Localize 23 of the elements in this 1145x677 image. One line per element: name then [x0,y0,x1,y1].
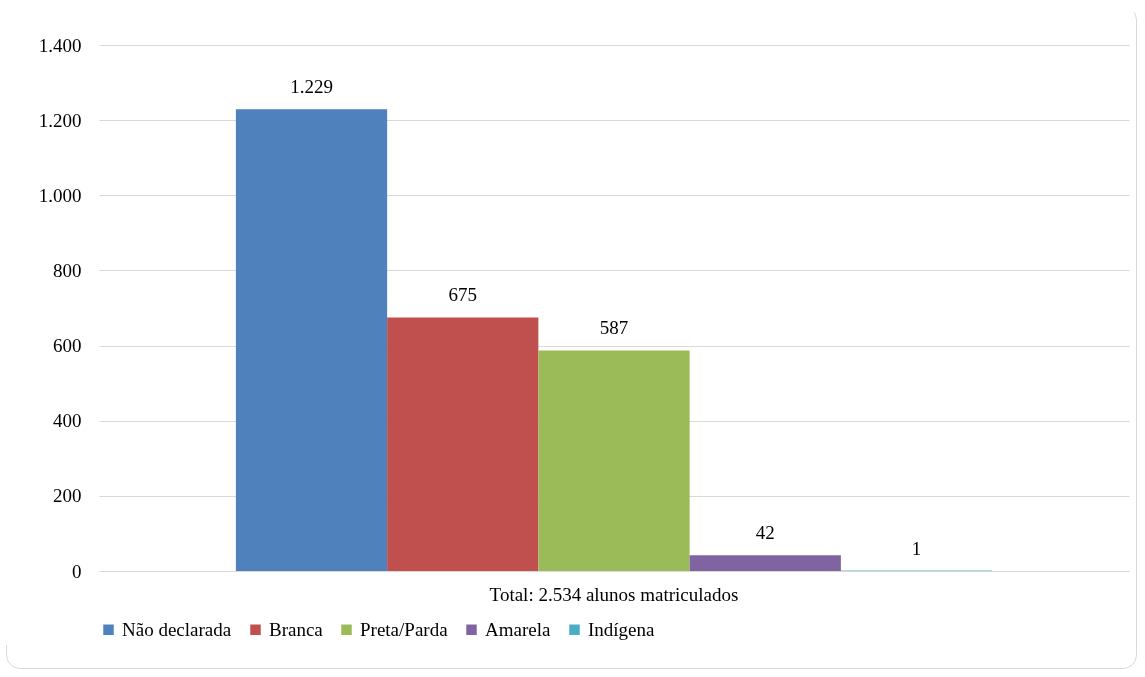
y-tick-label: 800 [53,259,82,281]
x-tick-label: Total: 2.534 alunos matriculados [489,583,739,605]
data-label: 675 [448,284,477,306]
y-tick-label: 400 [53,410,82,432]
bar [387,317,539,571]
data-label: 42 [755,522,775,544]
legend-label: Indígena [588,618,656,640]
bar [538,350,690,571]
data-label: 587 [599,317,629,339]
y-tick-label: 1.200 [38,109,82,131]
data-label: 1 [911,537,922,559]
y-tick-label: 200 [53,485,82,507]
legend-label: Amarela [485,618,551,640]
y-tick-label: 1.000 [38,184,82,206]
legend-label: Branca [269,618,324,640]
y-tick-label: 0 [72,560,82,582]
bar [689,555,841,571]
legend-label: Preta/Parda [360,618,449,640]
data-label: 1.229 [290,76,333,98]
legend-label: Não declarada [122,618,232,640]
y-tick-label: 1.400 [38,34,82,56]
y-tick-label: 600 [53,335,82,357]
bar [235,109,388,571]
